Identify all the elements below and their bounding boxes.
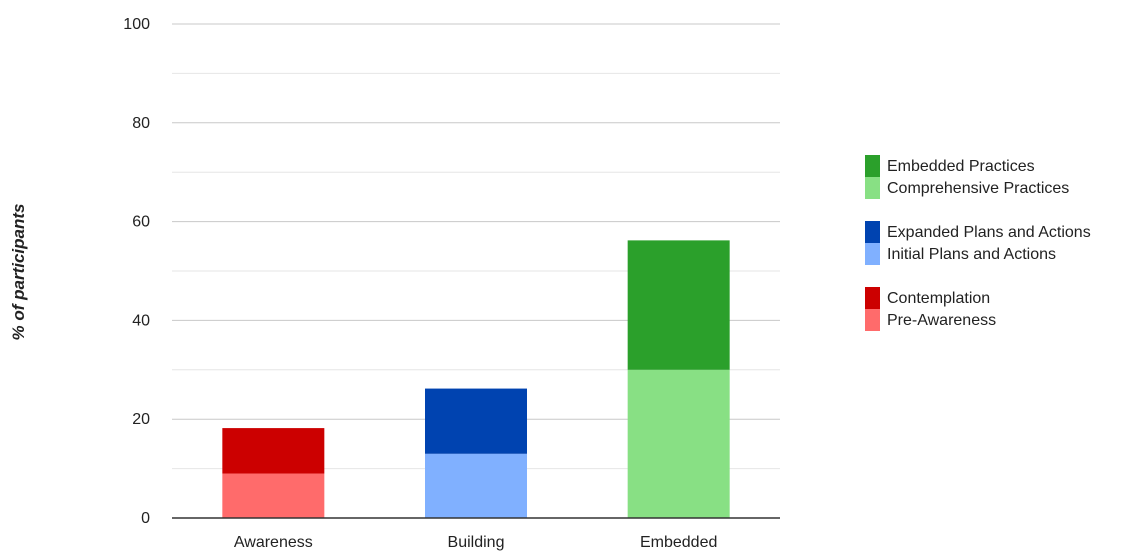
x-tick-label: Building bbox=[448, 534, 505, 551]
bars bbox=[222, 240, 730, 518]
y-tick-label: 40 bbox=[132, 312, 150, 329]
bar-segment-pre-awareness bbox=[222, 473, 325, 518]
legend-label: Embedded Practices bbox=[887, 158, 1035, 175]
legend: Embedded Practices Comprehensive Practice… bbox=[865, 155, 1091, 331]
legend-swatch bbox=[865, 309, 880, 331]
x-tick-labels: Awareness Building Embedded bbox=[234, 534, 717, 551]
y-tick-label: 80 bbox=[132, 115, 150, 132]
legend-swatch bbox=[865, 221, 880, 243]
legend-swatch bbox=[865, 243, 880, 265]
y-axis-label: % of participants bbox=[9, 204, 28, 341]
y-tick-label: 0 bbox=[141, 510, 150, 527]
legend-swatch bbox=[865, 155, 880, 177]
legend-label: Contemplation bbox=[887, 290, 990, 307]
y-tick-label: 60 bbox=[132, 214, 150, 231]
bar-segment-embedded-practices bbox=[627, 240, 730, 370]
y-tick-label: 20 bbox=[132, 411, 150, 428]
bar-segment-contemplation bbox=[222, 428, 325, 474]
legend-label: Comprehensive Practices bbox=[887, 180, 1069, 197]
legend-label: Pre-Awareness bbox=[887, 312, 996, 329]
bar-segment-comprehensive-practices bbox=[627, 369, 730, 518]
bar-segment-expanded-plans-and-actions bbox=[425, 388, 527, 454]
legend-swatch bbox=[865, 287, 880, 309]
bar-segment-initial-plans-and-actions bbox=[425, 453, 527, 518]
x-tick-label: Awareness bbox=[234, 534, 313, 551]
y-tick-labels: 0 20 40 60 80 100 bbox=[123, 16, 150, 527]
legend-label: Initial Plans and Actions bbox=[887, 246, 1056, 263]
grid-lines bbox=[172, 23, 780, 470]
y-tick-label: 100 bbox=[123, 16, 150, 33]
legend-label: Expanded Plans and Actions bbox=[887, 224, 1091, 241]
x-tick-label: Embedded bbox=[640, 534, 717, 551]
legend-swatch bbox=[865, 177, 880, 199]
